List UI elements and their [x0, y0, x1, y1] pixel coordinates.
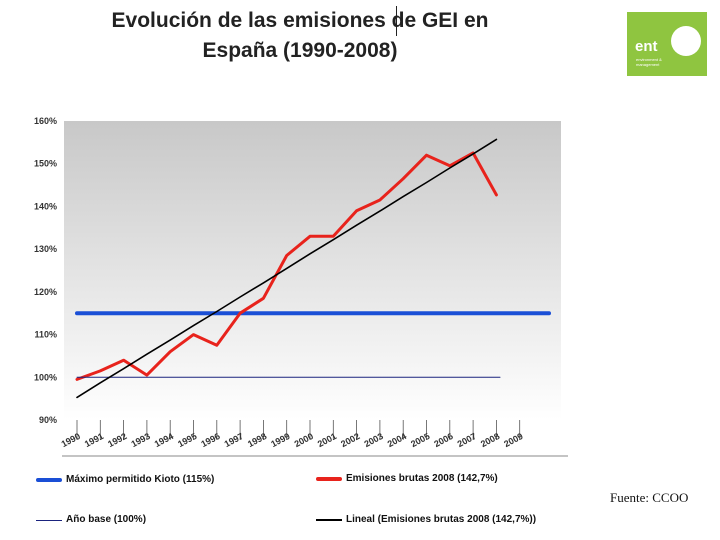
x-tick-label: 1993	[129, 431, 151, 449]
y-tick-label: 120%	[34, 287, 57, 297]
title-line-2: España (1990-2008)	[202, 39, 398, 62]
chart-title: Evolución de las emisiones de GEI en Esp…	[60, 6, 540, 66]
x-tick-label: 2004	[386, 431, 408, 449]
legend-label-emisiones: Emisiones brutas 2008 (142,7%)	[346, 473, 498, 484]
source-note: Fuente: CCOO	[610, 490, 689, 505]
x-tick-label: 1990	[60, 431, 82, 449]
legend-label-lineal: Lineal (Emisiones brutas 2008 (142,7%))	[346, 514, 537, 525]
x-tick-label: 1991	[83, 431, 105, 449]
legend-swatch-lineal	[316, 519, 342, 521]
series-line-lineal	[76, 138, 498, 399]
logo-text: ent	[635, 38, 658, 55]
title-line-1: Evolución de las emisiones de GEI en	[111, 9, 489, 32]
y-tick-label: 130%	[34, 244, 57, 254]
y-tick-label: 140%	[34, 201, 57, 211]
legend-label-kioto: Máximo permitido Kioto (115%)	[66, 474, 215, 485]
x-tick-label: 2006	[432, 431, 454, 449]
x-tick-label: 1992	[106, 431, 128, 449]
logo-subtext: environment & management	[636, 57, 662, 67]
y-tick-label: 160%	[34, 116, 57, 126]
x-tick-label: 2003	[362, 431, 384, 449]
text-cursor	[396, 6, 397, 36]
x-tick-label: 2005	[409, 431, 431, 449]
plot-area	[64, 121, 561, 420]
legend-label-ano-base: Año base (100%)	[66, 514, 147, 525]
x-tick-label: 1997	[223, 431, 245, 449]
x-tick-label: 1995	[176, 431, 198, 449]
y-tick-label: 150%	[34, 159, 57, 169]
logo-emblem-icon	[671, 26, 701, 56]
y-tick-label: 100%	[34, 372, 57, 382]
x-tick-label: 1994	[153, 431, 175, 449]
legend-swatch-emisiones	[316, 477, 342, 481]
x-tick-label: 2009	[502, 431, 524, 449]
x-tick-label: 2002	[339, 431, 361, 449]
x-tick-label: 1996	[199, 431, 221, 449]
x-tick-label: 2007	[456, 431, 478, 449]
legend-swatch-kioto	[36, 478, 62, 482]
y-tick-label: 110%	[34, 330, 57, 340]
legend-swatch-ano-base	[36, 520, 62, 521]
series-line-emisiones	[75, 151, 498, 381]
x-tick-label: 2000	[293, 431, 315, 449]
x-tick-label: 2008	[479, 431, 501, 449]
x-tick-label: 1999	[269, 431, 291, 449]
x-tick-label: 1998	[246, 431, 268, 449]
y-tick-label: 90%	[39, 415, 57, 425]
ent-logo: ent environment & management	[627, 12, 707, 76]
x-tick-label: 2001	[316, 431, 338, 449]
